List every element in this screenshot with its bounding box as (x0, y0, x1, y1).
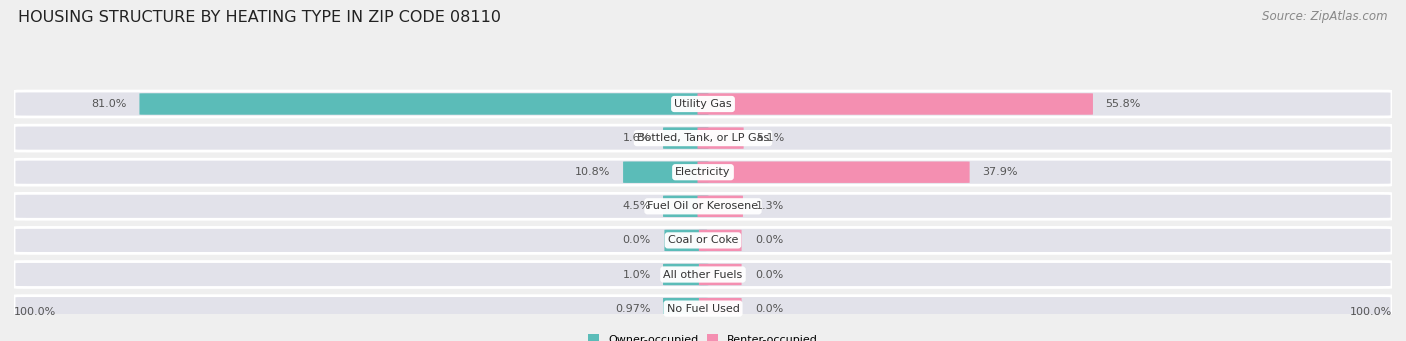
Text: 0.0%: 0.0% (755, 235, 783, 246)
FancyBboxPatch shape (623, 162, 709, 183)
Text: Electricity: Electricity (675, 167, 731, 177)
Text: 10.8%: 10.8% (575, 167, 610, 177)
Text: 1.3%: 1.3% (755, 201, 783, 211)
Text: HOUSING STRUCTURE BY HEATING TYPE IN ZIP CODE 08110: HOUSING STRUCTURE BY HEATING TYPE IN ZIP… (18, 10, 502, 25)
Text: All other Fuels: All other Fuels (664, 269, 742, 280)
Text: 1.0%: 1.0% (623, 269, 651, 280)
Text: 1.6%: 1.6% (623, 133, 651, 143)
Text: 100.0%: 100.0% (14, 307, 56, 317)
FancyBboxPatch shape (697, 196, 742, 217)
FancyBboxPatch shape (697, 128, 744, 149)
FancyBboxPatch shape (697, 162, 970, 183)
Text: 0.0%: 0.0% (755, 303, 783, 314)
FancyBboxPatch shape (664, 128, 709, 149)
Text: Coal or Coke: Coal or Coke (668, 235, 738, 246)
Text: Utility Gas: Utility Gas (675, 99, 731, 109)
Text: 81.0%: 81.0% (91, 99, 127, 109)
FancyBboxPatch shape (697, 93, 1092, 115)
FancyBboxPatch shape (14, 159, 1392, 185)
Text: 55.8%: 55.8% (1105, 99, 1140, 109)
Legend: Owner-occupied, Renter-occupied: Owner-occupied, Renter-occupied (583, 330, 823, 341)
Text: Source: ZipAtlas.com: Source: ZipAtlas.com (1263, 10, 1388, 23)
Text: 0.0%: 0.0% (755, 269, 783, 280)
FancyBboxPatch shape (699, 298, 741, 319)
FancyBboxPatch shape (14, 227, 1392, 253)
Text: 4.5%: 4.5% (623, 201, 651, 211)
FancyBboxPatch shape (664, 298, 709, 319)
FancyBboxPatch shape (699, 264, 741, 285)
Text: 37.9%: 37.9% (981, 167, 1018, 177)
FancyBboxPatch shape (14, 125, 1392, 151)
FancyBboxPatch shape (665, 230, 707, 251)
FancyBboxPatch shape (664, 196, 709, 217)
FancyBboxPatch shape (14, 262, 1392, 287)
FancyBboxPatch shape (664, 264, 709, 285)
FancyBboxPatch shape (14, 91, 1392, 117)
Text: 0.97%: 0.97% (616, 303, 651, 314)
Text: Fuel Oil or Kerosene: Fuel Oil or Kerosene (647, 201, 759, 211)
Text: 5.1%: 5.1% (756, 133, 785, 143)
Text: 100.0%: 100.0% (1350, 307, 1392, 317)
FancyBboxPatch shape (14, 296, 1392, 322)
Text: No Fuel Used: No Fuel Used (666, 303, 740, 314)
FancyBboxPatch shape (139, 93, 709, 115)
Text: 0.0%: 0.0% (623, 235, 651, 246)
FancyBboxPatch shape (14, 193, 1392, 219)
Text: Bottled, Tank, or LP Gas: Bottled, Tank, or LP Gas (637, 133, 769, 143)
FancyBboxPatch shape (699, 230, 741, 251)
